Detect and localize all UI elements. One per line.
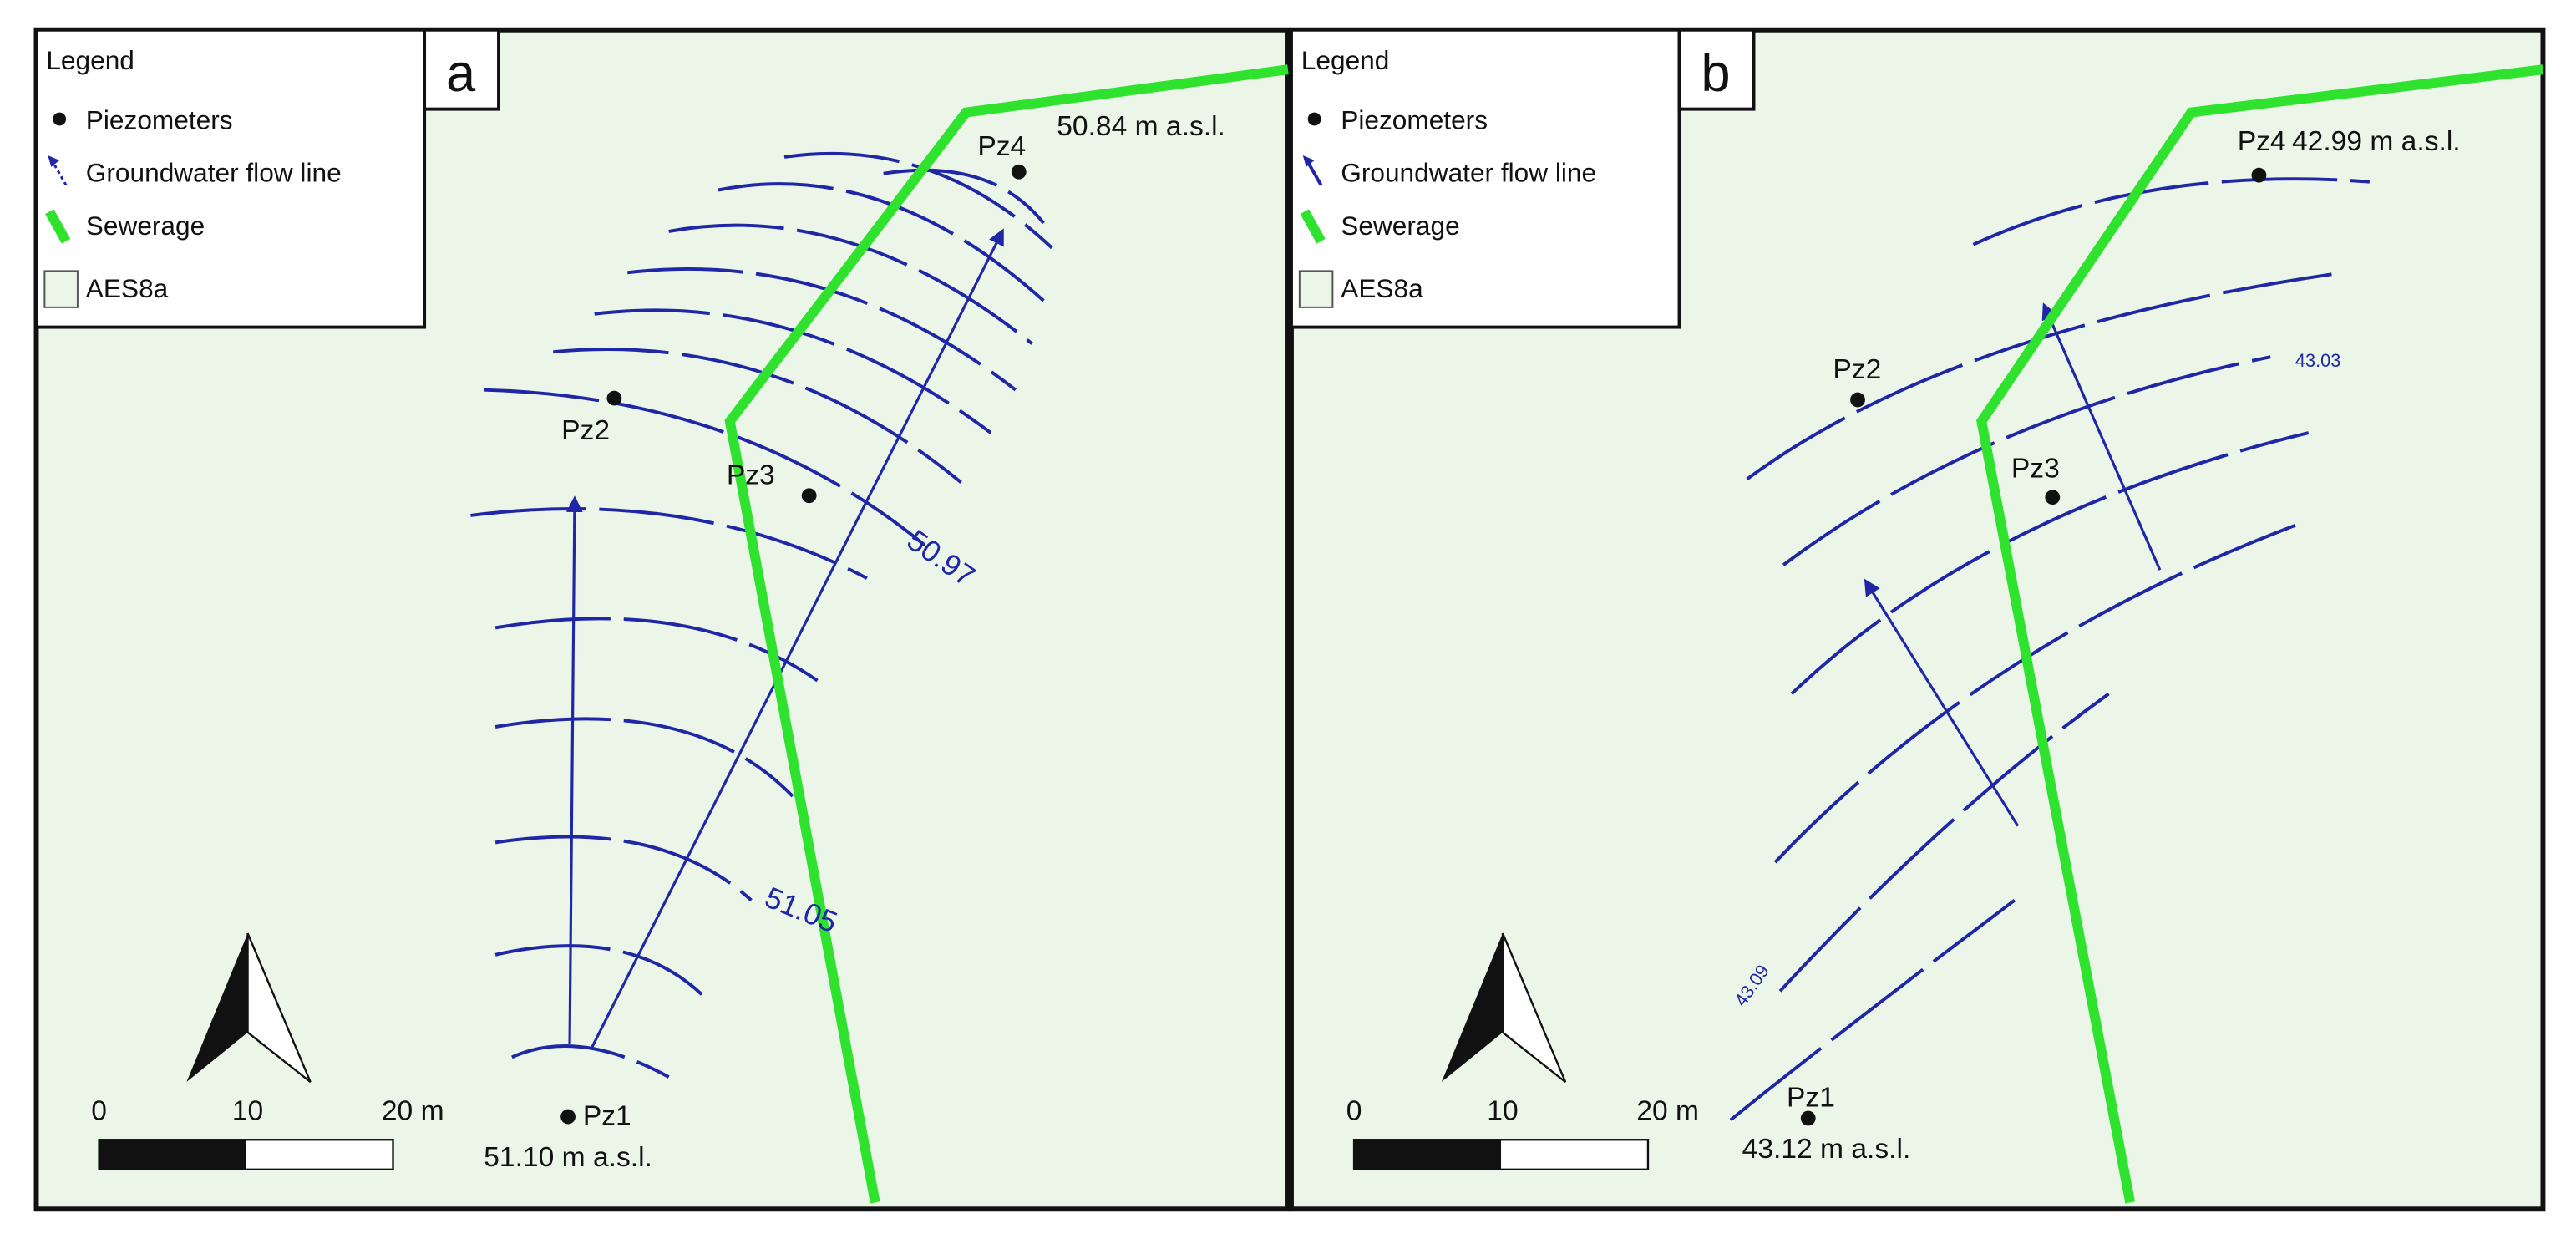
piezometer [560,1109,576,1125]
legend-title: Legend [1301,45,1390,75]
sewerage [1976,64,2544,1204]
legend-item: Sewerage [1341,211,1459,241]
contour [494,944,703,996]
flow-line [565,495,583,1044]
contour [1778,692,2110,993]
scale-label: 20 m [382,1096,444,1127]
legend-item: Sewerage [86,211,205,241]
scale-bar [1352,1139,1650,1171]
contours [1729,177,2371,1122]
legend-item: Piezometers [1341,104,1488,135]
piezometer-elevation: 43.12 m a.s.l. [1742,1134,1911,1165]
piezometer-label: Pz2 [561,415,610,446]
contour [484,388,926,547]
scale-label: 20 m [1636,1096,1699,1127]
sewerage [724,64,1289,1204]
contour [668,223,1033,345]
contour [1729,898,2016,1122]
legend-item: Groundwater flow line [1341,158,1596,188]
piezometer-label: Pz3 [2011,453,2060,484]
flow-line [1864,578,2020,827]
contour [1782,355,2271,566]
panel-label-box [1677,28,1756,111]
scale-label: 10 [1487,1096,1518,1127]
scale-label: 0 [91,1096,107,1127]
piezometer [1011,164,1027,180]
legend-item: AES8a [1341,273,1423,303]
contour [494,717,794,798]
panel-label-box [423,28,501,111]
panel-label: a [446,44,476,103]
piezometer-label: Pz4 [977,131,1026,162]
contour [1746,272,2332,481]
piezometer-label: Pz4 [2238,126,2286,157]
flow-line [2041,302,2162,571]
piezometer-elevation: 42.99 m a.s.l. [2292,126,2461,157]
legend: Legend Piezometers Groundwater flow line… [1289,28,1681,329]
contour [470,507,868,580]
panel-a: Pz1 51.10 m a.s.l. Pz2 Pz3 Pz4 50.84 m a… [33,27,1291,1212]
legend-item: Piezometers [86,104,233,135]
piezometer [801,488,817,504]
scale-label: 0 [1346,1096,1362,1127]
scale-bar [98,1139,394,1171]
contours [470,151,1053,1079]
contour [1773,523,2296,864]
contour [883,168,1045,225]
flow-line [590,228,1004,1050]
piezometer-elevation: 51.10 m a.s.l. [484,1142,652,1173]
legend-item: Groundwater flow line [86,158,342,188]
contour [494,617,819,683]
piezometer-elevation: 50.84 m a.s.l. [1057,111,1225,142]
legend: Legend Piezometers Groundwater flow line… [34,28,427,329]
panel-label: b [1701,44,1730,103]
contour [718,182,1045,302]
contour-label: 43.03 [2295,350,2340,371]
contour [494,835,753,902]
piezometer [2045,490,2061,505]
piezometer-label: Pz3 [727,460,775,490]
piezometer-label: Pz2 [1833,354,1881,385]
legend-item: AES8a [86,273,169,303]
piezometer [1800,1110,1816,1126]
contour [1972,177,2371,246]
contour [511,1044,670,1079]
piezometer [606,390,622,406]
scale-label: 10 [232,1096,263,1127]
piezometer-label: Pz1 [1787,1083,1835,1114]
piezometer [2251,167,2267,183]
legend-title: Legend [46,45,134,75]
panel-b: Pz1 43.12 m a.s.l. Pz2 Pz3 Pz4 42.99 m a… [1288,27,2546,1212]
piezometer [1850,392,1865,408]
piezometer-label: Pz1 [583,1100,631,1131]
contour [1790,431,2310,695]
